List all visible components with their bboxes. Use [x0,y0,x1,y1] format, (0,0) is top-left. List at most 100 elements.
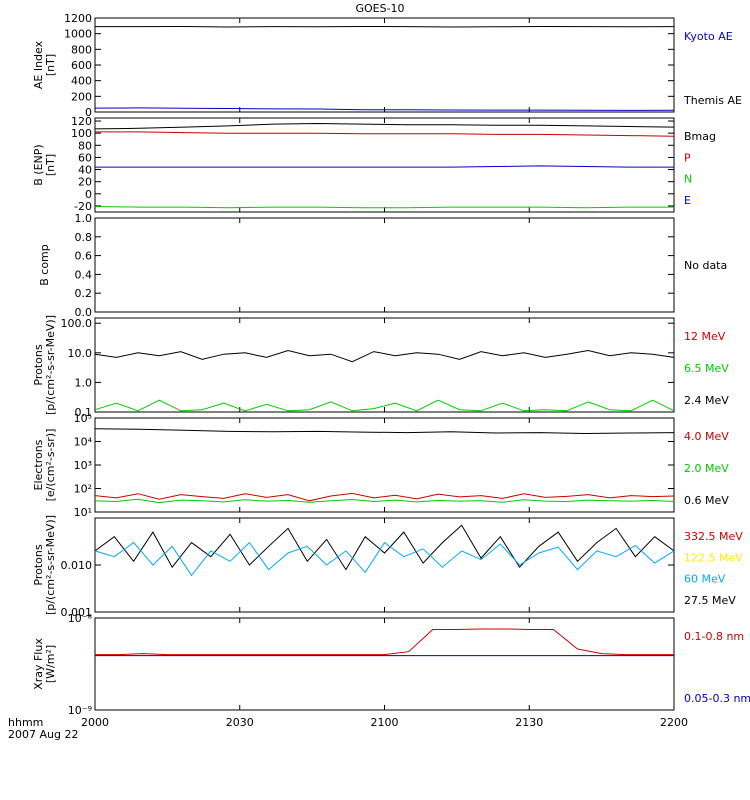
y-tick-label: 0.2 [75,287,93,300]
y-axis-label: [nT] [44,154,57,176]
y-tick-label: 0.0 [75,306,93,319]
y-axis-label: Protons [32,344,45,385]
date-label: 2007 Aug 22 [8,728,78,741]
x-tick-label: 2100 [371,716,399,729]
series-line-4-0-mev [94,492,675,502]
panel-protons_high: 0.001 0.010 Protons [p/(cm²-s-sr-MeV)] 332.5… [32,515,743,619]
y-tick-label: 10¹ [74,506,92,519]
series-line-themis-ae [95,25,675,28]
y-tick-label: 0.010 [61,559,93,572]
y-axis-label: [p/(cm²-s-sr-MeV)] [44,515,57,615]
legend-entry: 60 MeV [684,573,726,586]
y-tick-label: 0 [85,106,92,119]
series-line-e [95,165,674,168]
legend-entry: No data [684,259,727,272]
legend-entry: 2.4 MeV [684,394,729,407]
series-line-p [95,131,675,137]
legend-entry: P [684,151,691,164]
y-axis-label: [p/(cm²-s-sr-MeV)] [44,315,57,415]
panel-electrons: 10¹ 10² 10³ 10⁴ 10⁵ Electrons [e/(cm²-s-sr)] 4.… [32,412,729,519]
legend-entry: Kyoto AE [684,30,733,43]
series-line-27-5-mev [94,524,675,571]
legend-entry: Bmag [684,130,716,143]
legend-entry: 6.5 MeV [684,362,729,375]
panel-protons_low: 0.1 1.0 10.0 100.0 Protons [p/(cm²-s-sr-MeV)]… [32,315,729,419]
x-tick-label: 2200 [660,716,688,729]
y-axis-label: B comp [38,244,51,286]
series-line-bmag [94,122,675,130]
legend-entry: 122.5 MeV [684,551,743,564]
panel-frame [94,617,675,711]
y-tick-label: 10² [74,483,92,496]
legend-entry: Themis AE [683,94,742,107]
y-tick-label: 100 [71,127,92,140]
y-axis-label: Xray Flux [32,638,45,690]
legend-entry: 0.6 MeV [684,494,729,507]
y-axis-label: AE Index [32,40,45,89]
y-tick-label: 1.0 [75,376,93,389]
y-axis-label: Electrons [32,439,45,490]
x-tick-label: 2130 [515,716,543,729]
legend-entry: N [684,173,692,186]
legend-entry: 332.5 MeV [684,530,743,543]
series-line-60-mev [94,541,675,577]
panel-bcomp: 0.0 0.2 0.4 0.6 0.8 1.0 B comp No data [38,212,727,319]
y-tick-label: 40 [78,164,92,177]
y-tick-label: 10⁵ [74,412,92,425]
series-line-2-0-mev [94,498,675,504]
y-tick-label: 80 [78,139,92,152]
y-axis-label: B (ENP) [32,144,45,185]
y-tick-label: 20 [78,176,92,189]
y-tick-label: 400 [71,75,92,88]
y-tick-label: 0.1 [75,406,93,419]
panel-frame [94,217,675,313]
panel-frame [94,17,675,113]
y-tick-label: 60 [78,151,92,164]
y-tick-label: 0.4 [75,268,93,281]
y-tick-label: 800 [71,43,92,56]
y-tick-label: 0.001 [61,606,93,619]
x-tick-label: 2030 [226,716,254,729]
y-tick-label: 10⁻⁹ [68,704,92,717]
y-axis-label: Protons [32,544,45,585]
panel-frame [94,317,675,413]
series-line-kyoto-ae [94,107,675,111]
y-tick-label: 10³ [74,459,92,472]
figure-title: GOES-10 [355,2,404,15]
y-tick-label: 600 [71,59,92,72]
y-tick-label: 100.0 [61,317,93,330]
legend-entry: 0.05-0.3 nm [684,692,750,705]
y-axis-label: [e/(cm²-s-sr)] [44,429,57,502]
legend-entry: 2.0 MeV [684,462,729,475]
series-line-6-5-mev [94,399,675,412]
y-tick-label: 120 [71,115,92,128]
y-tick-label: 10.0 [68,347,93,360]
time-axis-label: hhmm [8,716,43,729]
y-tick-label: 1000 [64,28,92,41]
series-line-n [94,206,674,209]
y-tick-label: 1200 [64,12,92,25]
y-axis-label: [nT] [44,54,57,76]
series-line-0-1-0-8-nm [95,628,674,656]
y-tick-label: 0.8 [75,231,93,244]
y-tick-label: 1.0 [75,212,93,225]
x-tick-label: 2000 [81,716,109,729]
y-tick-label: 0.6 [75,250,93,263]
y-tick-label: 200 [71,90,92,103]
panel-frame [94,517,675,613]
y-tick-label: 10⁻⁸ [68,612,93,625]
y-tick-label: 0 [85,188,92,201]
y-tick-label: 10⁴ [74,436,93,449]
series-line-0-6-mev [94,428,675,435]
legend-entry: 0.1-0.8 nm [684,630,744,643]
y-tick-label: -20 [74,200,92,213]
legend-entry: 12 MeV [684,330,726,343]
legend-entry: 27.5 MeV [684,594,736,607]
y-axis-label: [W/m²] [44,645,57,683]
legend-entry: E [684,194,691,207]
panel-xray: 10⁻⁹ 10⁻⁸ Xray Flux [W/m²] 0.1-0.8 nm 0.05-0.… [32,612,750,717]
legend-entry: 4.0 MeV [684,430,729,443]
